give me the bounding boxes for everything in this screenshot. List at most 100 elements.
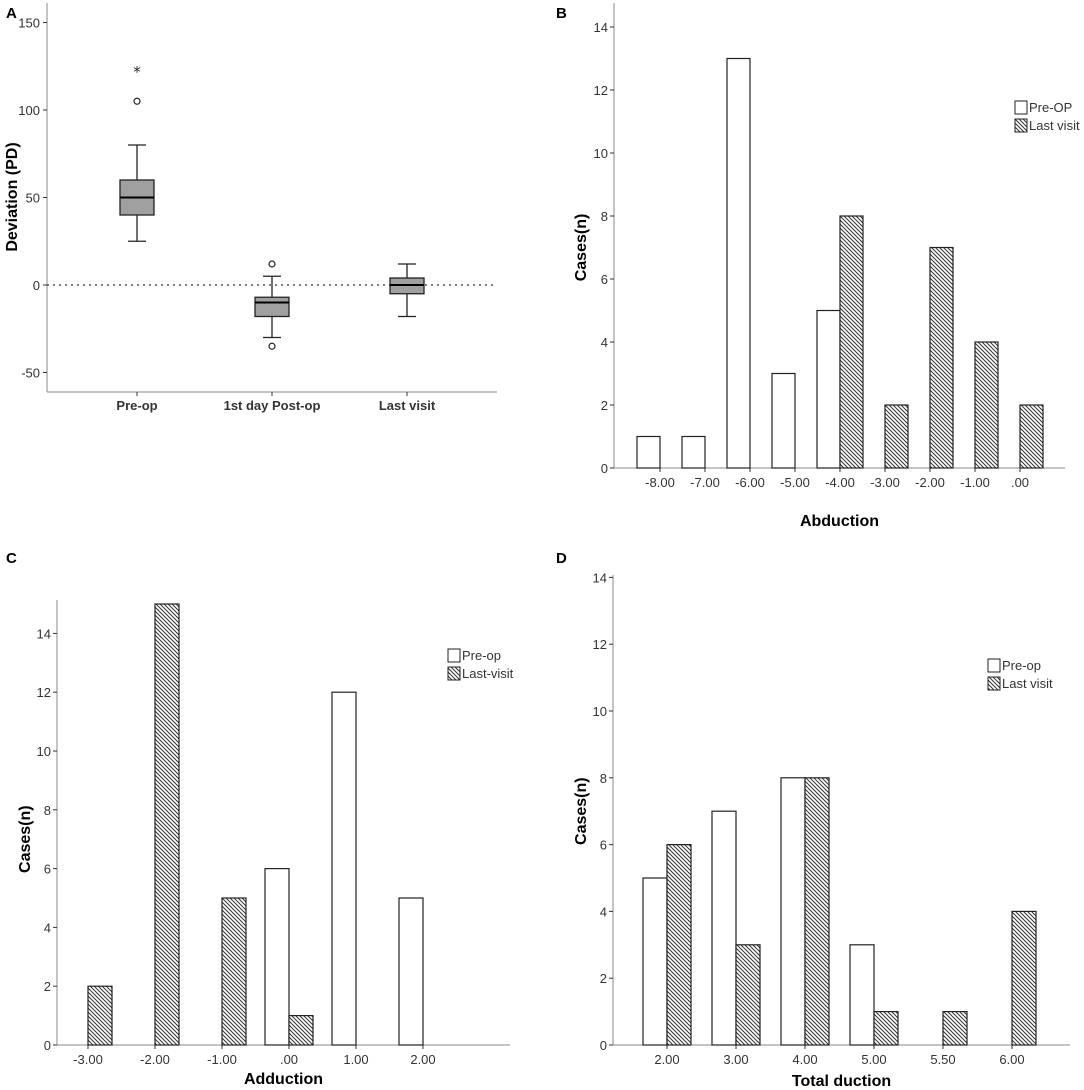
bar-pre-op — [771, 372, 796, 469]
x-tick-label: -1.00 — [960, 475, 990, 490]
bar-pre-op — [711, 810, 737, 1046]
x-tick-label: -8.00 — [645, 475, 675, 490]
y-tick-label: 12 — [594, 83, 608, 98]
x-tick-label: -6.00 — [735, 475, 765, 490]
y-tick-label: 4 — [44, 920, 51, 935]
y-tick-label: 8 — [601, 209, 608, 224]
x-tick-label: Pre-op — [116, 398, 157, 413]
y-tick-label: 12 — [37, 685, 51, 700]
legend-label: Last visit — [1029, 118, 1080, 133]
bar-pre-op — [331, 691, 357, 1046]
x-tick-label: -5.00 — [780, 475, 810, 490]
bar-last-visit — [735, 944, 761, 1046]
bar-pre-op — [849, 944, 875, 1046]
bar-pre-op — [816, 309, 841, 469]
x-tick-label: -4.00 — [825, 475, 855, 490]
x-tick-label: 4.00 — [792, 1052, 817, 1067]
x-tick-label: -3.00 — [870, 475, 900, 490]
bar-last-visit — [221, 897, 247, 1046]
x-tick-label: -2.00 — [140, 1052, 170, 1067]
y-tick-label: 10 — [37, 744, 51, 759]
x-axis-title: Total duction — [792, 1073, 891, 1090]
legend-label: Pre-op — [462, 648, 501, 663]
x-tick-label: -3.00 — [73, 1052, 103, 1067]
x-tick-label: 6.00 — [999, 1052, 1024, 1067]
x-tick-label: .00 — [1011, 475, 1029, 490]
y-tick-label: 6 — [601, 272, 608, 287]
y-tick-label: 10 — [593, 704, 607, 719]
bar-last-visit — [839, 215, 864, 469]
y-tick-label: 4 — [600, 904, 607, 919]
x-axis-title: Abduction — [800, 513, 879, 530]
bar-pre-op — [681, 435, 706, 469]
legend-label: Last-visit — [462, 666, 514, 681]
legend-swatch — [1014, 100, 1028, 115]
legend-label: Pre-op — [1002, 658, 1041, 673]
x-tick-label: -2.00 — [915, 475, 945, 490]
y-tick-label: 6 — [44, 862, 51, 877]
bar-last-visit — [1011, 910, 1037, 1046]
bar-last-visit — [942, 1010, 968, 1046]
legend-swatch — [987, 676, 1001, 691]
bar-last-visit — [154, 603, 180, 1046]
x-tick-label: 1st day Post-op — [224, 398, 321, 413]
bar-last-visit — [87, 985, 113, 1046]
y-tick-label: 0 — [44, 1038, 51, 1053]
bar-pre-op — [780, 777, 806, 1046]
bar-last-visit — [873, 1010, 899, 1046]
legend-swatch — [447, 666, 461, 681]
legend-label: Pre-OP — [1029, 100, 1072, 115]
extreme-point: * — [133, 63, 141, 81]
legend-swatch — [447, 648, 461, 663]
outlier-point — [133, 97, 141, 105]
y-tick-label: 14 — [594, 20, 608, 35]
bar-last-visit — [1019, 404, 1044, 469]
y-tick-label: 150 — [18, 16, 40, 31]
bar-last-visit — [884, 404, 909, 469]
bar-pre-op — [636, 435, 661, 469]
bar-last-visit — [974, 341, 999, 469]
x-tick-label: -1.00 — [207, 1052, 237, 1067]
y-axis-title: Cases(n) — [17, 805, 34, 873]
bar-pre-op — [642, 877, 668, 1046]
x-tick-label: 1.00 — [343, 1052, 368, 1067]
y-tick-label: 2 — [44, 979, 51, 994]
bar-pre-op — [398, 897, 424, 1046]
y-tick-label: 0 — [601, 461, 608, 476]
bar-last-visit — [929, 246, 954, 469]
bar-last-visit — [804, 777, 830, 1046]
y-tick-label: 2 — [601, 398, 608, 413]
y-tick-label: 14 — [37, 626, 51, 641]
y-tick-label: 14 — [593, 570, 607, 585]
x-tick-label: Last visit — [379, 398, 436, 413]
bar-last-visit — [288, 1014, 314, 1046]
y-tick-label: 100 — [18, 103, 40, 118]
box — [254, 296, 290, 318]
y-axis-title: Cases(n) — [573, 777, 590, 845]
y-tick-label: 50 — [26, 191, 40, 206]
x-tick-label: 2.00 — [410, 1052, 435, 1067]
panel-label: B — [556, 5, 567, 22]
x-tick-label: 2.00 — [654, 1052, 679, 1067]
outlier-point — [268, 260, 276, 268]
x-axis-title: Adduction — [244, 1071, 323, 1088]
legend-swatch — [987, 658, 1001, 673]
y-tick-label: -50 — [21, 366, 40, 381]
y-axis-title: Deviation (PD) — [4, 142, 21, 251]
panel-label: A — [6, 5, 17, 22]
x-tick-label: -7.00 — [690, 475, 720, 490]
x-tick-label: 5.00 — [861, 1052, 886, 1067]
y-tick-label: 2 — [600, 971, 607, 986]
x-tick-label: .00 — [280, 1052, 298, 1067]
y-tick-label: 8 — [600, 771, 607, 786]
y-tick-label: 8 — [44, 803, 51, 818]
bar-pre-op — [264, 867, 290, 1046]
legend-swatch — [1014, 118, 1028, 133]
y-tick-label: 10 — [594, 146, 608, 161]
panel-label: C — [6, 550, 17, 567]
x-tick-label: 3.00 — [723, 1052, 748, 1067]
y-tick-label: 6 — [600, 838, 607, 853]
y-tick-label: 0 — [600, 1038, 607, 1053]
outlier-point — [268, 342, 276, 350]
